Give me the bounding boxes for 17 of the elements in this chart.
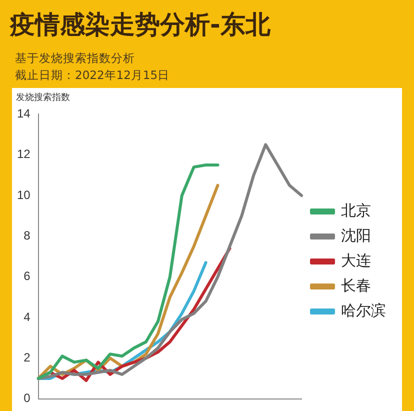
y-tick-label: 4: [24, 310, 31, 324]
chart-subtitle: 基于发烧搜索指数分析: [15, 50, 136, 67]
legend-label: 沈阳: [341, 226, 371, 244]
legend-label: 哈尔滨: [341, 301, 386, 320]
chart-title: 疫情感染走势分析-东北: [10, 9, 270, 41]
y-tick-label: 0: [24, 391, 31, 406]
y-tick-label: 8: [24, 228, 31, 242]
legend-label: 大连: [341, 251, 371, 270]
y-tick-label: 14: [16, 106, 31, 121]
text: 截止日期：2022年12月15日: [15, 67, 170, 84]
y-tick-label: 10: [16, 188, 31, 202]
legend-label: 北京: [341, 201, 371, 220]
y-tick-label: 2: [24, 350, 31, 364]
y-axis-title: 发烧搜索指数: [16, 92, 70, 104]
y-tick-label: 12: [16, 147, 31, 162]
legend-label: 长春: [341, 276, 371, 294]
y-tick-label: 6: [24, 269, 31, 284]
